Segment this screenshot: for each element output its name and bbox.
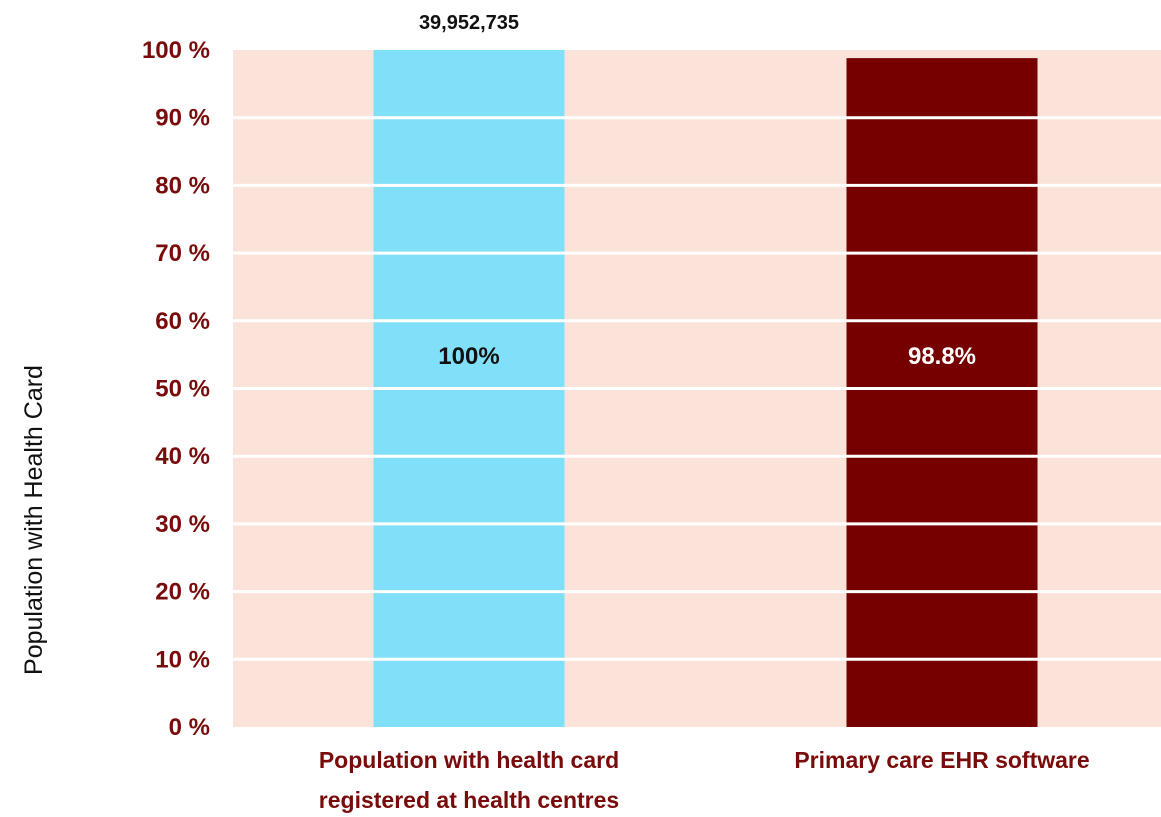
y-tick-label: 50 % — [155, 376, 210, 403]
y-tick-label: 10 % — [155, 646, 210, 673]
gridlines — [233, 116, 1161, 661]
data-label-2: 98.8% — [908, 343, 976, 370]
y-tick-label: 60 % — [155, 308, 210, 335]
y-tick-labels: 0 % 10 % 20 % 30 % 40 % 50 % 60 % 70 % 80 % 90 % 1… — [142, 37, 210, 741]
y-tick-label: 0 % — [169, 714, 210, 741]
y-tick-label: 90 % — [155, 105, 210, 132]
y-axis-label: Population with Health Card — [20, 365, 48, 675]
x-category-label: Primary care EHR software — [794, 747, 1089, 773]
data-label-1: 100% — [438, 343, 499, 370]
y-tick-label: 20 % — [155, 579, 210, 606]
y-tick-label: 70 % — [155, 240, 210, 267]
y-tick-label: 30 % — [155, 511, 210, 538]
x-category-labels: Population with health card registered at… — [319, 747, 1090, 813]
data-labels: 100% 98.8% — [438, 343, 976, 370]
y-tick-label: 40 % — [155, 443, 210, 470]
x-category-label: registered at health centres — [319, 787, 619, 813]
bar-2 — [846, 58, 1038, 727]
y-tick-label: 80 % — [155, 172, 210, 199]
top-annotation: 39,952,735 — [419, 12, 519, 34]
y-tick-label: 100 % — [142, 37, 210, 64]
x-category-label: Population with health card — [319, 747, 619, 773]
